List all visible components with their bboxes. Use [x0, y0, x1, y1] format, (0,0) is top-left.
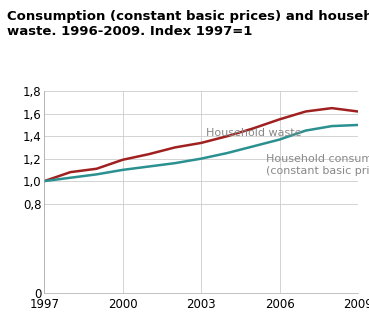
- Text: Household consumption
(constant basic prices): Household consumption (constant basic pr…: [266, 154, 369, 176]
- Text: Consumption (constant basic prices) and household
waste. 1996-2009. Index 1997=1: Consumption (constant basic prices) and …: [7, 10, 369, 38]
- Text: Household waste: Household waste: [206, 128, 302, 138]
